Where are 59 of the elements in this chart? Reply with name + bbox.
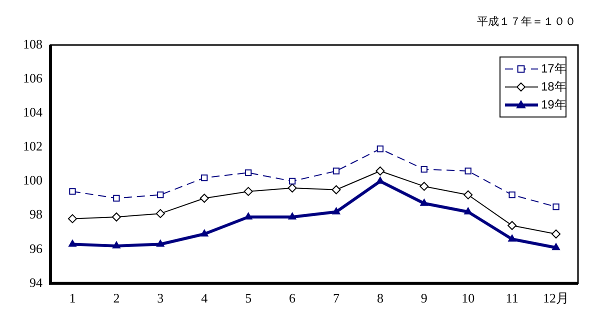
point [376, 176, 384, 184]
point [552, 230, 561, 239]
chart-subtitle: 平成１７年＝１００ [477, 14, 576, 29]
point [464, 207, 472, 214]
point [420, 166, 428, 173]
x-tick-label: 4 [201, 290, 208, 306]
point [420, 198, 428, 206]
point [68, 240, 76, 247]
point [552, 203, 560, 210]
y-tick-label: 102 [23, 138, 42, 154]
x-tick-label: 6 [289, 290, 296, 306]
x-tick-label: 11 [506, 290, 518, 306]
y-tick-label: 108 [23, 36, 42, 52]
point [200, 230, 208, 237]
legend-label: 17年 [541, 61, 566, 76]
point [288, 212, 296, 220]
point [332, 168, 340, 174]
point [113, 194, 120, 202]
y-tick-label: 104 [23, 104, 43, 120]
point [420, 182, 429, 191]
point [332, 207, 340, 214]
point [112, 212, 121, 222]
point [288, 178, 296, 185]
point [552, 243, 560, 250]
point [156, 209, 165, 218]
point [244, 169, 252, 176]
point [112, 241, 120, 248]
x-tick-label: 10 [462, 290, 475, 306]
point [464, 168, 472, 174]
point [376, 166, 385, 176]
y-tick-label: 94 [30, 274, 43, 290]
point [376, 146, 384, 152]
point [157, 192, 164, 198]
y-tick-label: 100 [23, 172, 42, 188]
point [464, 190, 473, 200]
point [508, 234, 516, 242]
point [508, 221, 517, 230]
point [200, 194, 209, 203]
x-tick-label: 1 [69, 290, 76, 306]
point [508, 192, 516, 198]
y-tick-label: 98 [30, 206, 42, 222]
point [68, 214, 77, 224]
x-tick-label: 12月 [543, 290, 570, 306]
point [201, 174, 208, 182]
point [288, 184, 297, 193]
point [332, 185, 341, 194]
x-tick-label: 3 [157, 290, 164, 306]
point [244, 186, 253, 196]
point [69, 188, 76, 195]
legend-label: 19年 [541, 97, 566, 112]
x-tick-label: 7 [332, 290, 340, 306]
y-tick-label: 96 [30, 240, 43, 256]
y-tick-label: 106 [23, 70, 43, 86]
x-tick-label: 8 [376, 290, 384, 306]
x-tick-label: 5 [245, 290, 252, 306]
legend-label: 18年 [541, 79, 566, 94]
point [156, 240, 164, 247]
x-tick-label: 9 [420, 290, 428, 306]
x-tick-label: 2 [113, 290, 120, 306]
